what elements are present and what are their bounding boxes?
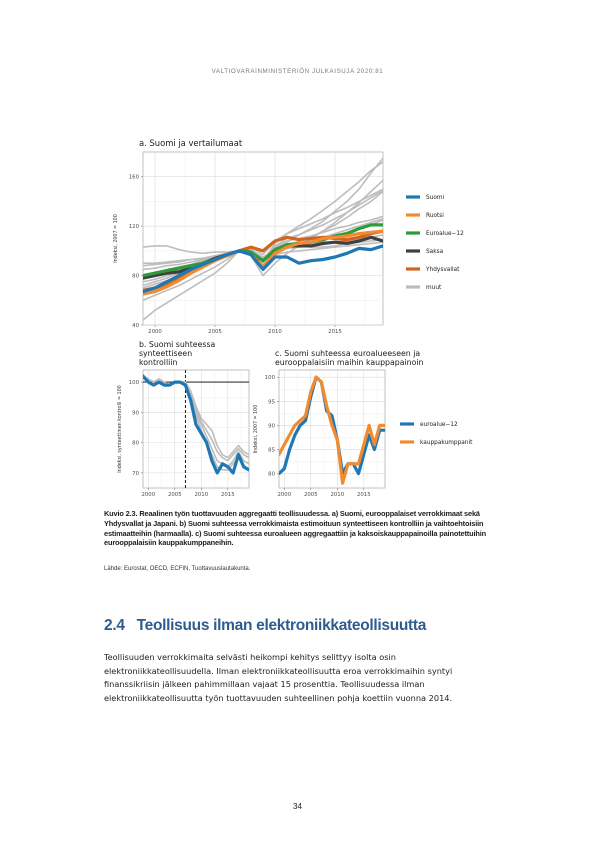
y-tick-label: 90	[132, 410, 139, 416]
series-line-muut	[143, 179, 383, 321]
y-axis-label: Indeksi, 2007 = 100	[113, 214, 119, 263]
y-tick-label: 160	[129, 175, 140, 181]
x-tick-label: 2000	[141, 492, 155, 498]
chart-title: b. Suomi suhteessa	[139, 340, 216, 349]
x-tick-label: 2005	[168, 492, 182, 498]
series-group	[279, 375, 385, 485]
section-heading: 2.4 Teollisuus ilman elektroniikkateollis…	[104, 617, 426, 635]
series-group	[143, 374, 249, 475]
series-line-euroalue-12	[279, 375, 385, 476]
legend-label: Ruotsi	[426, 213, 444, 219]
x-tick-label: 2015	[357, 492, 371, 498]
chart-title: eurooppalaisiin maihin kauppapainoin	[275, 358, 424, 367]
x-tick-label: 2005	[304, 492, 318, 498]
y-tick-label: 95	[268, 399, 275, 405]
plot-area	[142, 369, 250, 489]
section-title: Teollisuus ilman elektroniikkateollisuut…	[136, 617, 427, 634]
legend-label: muut	[426, 285, 442, 291]
figure-source: Lähde: Eurostat, OECD, ECFIN, Tuottavuus…	[104, 566, 251, 572]
y-tick-label: 40	[132, 323, 139, 329]
legend-label: euroalue−12	[420, 422, 458, 428]
chart-title: synteettiseen	[139, 349, 192, 358]
y-tick-label: 100	[265, 375, 276, 381]
y-tick-label: 90	[268, 423, 275, 429]
y-tick-label: 100	[129, 380, 140, 386]
chart-title: kontrolliin	[139, 358, 177, 367]
x-tick-label: 2015	[221, 492, 235, 498]
panel-c-chart: c. Suomi suhteessa euroalueeseen jaeuroo…	[253, 349, 473, 498]
series-line-alternatives	[143, 375, 249, 462]
panel-b-chart: b. Suomi suhteessasynteettiseenkontrolli…	[117, 340, 250, 498]
x-tick-label: 2010	[330, 492, 344, 498]
y-axis-label: Indeksi, 2007 = 100	[253, 405, 259, 454]
y-tick-label: 80	[132, 274, 139, 280]
y-tick-label: 70	[132, 471, 139, 477]
legend-label: Saksa	[426, 249, 444, 255]
section-number: 2.4	[104, 617, 125, 634]
legend-label: Yhdysvallat	[425, 267, 460, 273]
x-tick-label: 2015	[328, 329, 342, 335]
series-line-yhdysvallat	[143, 229, 383, 292]
x-tick-label: 2000	[277, 492, 291, 498]
legend-label: kauppakumppanit	[420, 440, 473, 446]
y-tick-label: 80	[132, 441, 139, 447]
publication-header: VALTIOVARAINMINISTERIÖN JULKAISUJA 2020:…	[211, 68, 384, 75]
y-axis-label: Indeksi, synteettinen kontrolli = 100	[117, 385, 123, 472]
chart-title: c. Suomi suhteessa euroalueeseen ja	[275, 349, 420, 358]
figure-caption: Kuvio 2.3. Reaalinen työn tuottavuuden a…	[104, 509, 486, 548]
x-tick-label: 2010	[268, 329, 282, 335]
x-tick-label: 2010	[194, 492, 208, 498]
y-tick-label: 80	[268, 472, 275, 478]
x-tick-label: 2000	[148, 329, 162, 335]
chart-title: a. Suomi ja vertailumaat	[139, 138, 243, 148]
series-group	[143, 157, 383, 321]
panel-a-chart: a. Suomi ja vertailumaat 2000 2005 2010 2015…	[113, 138, 464, 335]
series-line-euroalue-12	[143, 223, 383, 278]
legend-label: Suomi	[426, 195, 445, 201]
page-number: 34	[293, 802, 302, 811]
series-line-kauppakumppanit	[279, 375, 385, 485]
y-tick-label: 85	[268, 447, 275, 453]
series-line-suomi	[143, 374, 249, 475]
series-line-suomi	[143, 244, 383, 294]
legend-label: Euroalue−12	[426, 231, 464, 237]
y-tick-label: 120	[129, 224, 140, 230]
body-paragraph: Teollisuuden verrokkimaita selvästi heik…	[104, 652, 453, 704]
x-tick-label: 2005	[208, 329, 222, 335]
